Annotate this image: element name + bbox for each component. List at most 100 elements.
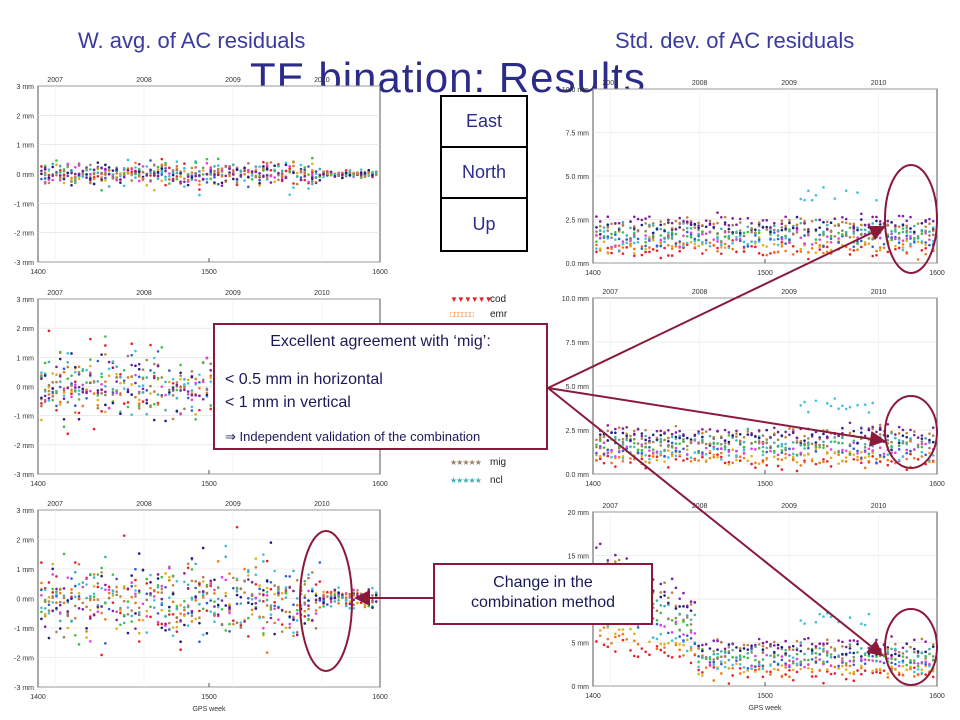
plot-avg-east-point	[130, 172, 134, 176]
plot-std-north-point	[742, 435, 746, 439]
plot-std-east-point	[852, 245, 856, 248]
plot-avg-up-point	[262, 632, 265, 635]
plot-avg-up-point	[239, 595, 243, 599]
plot-avg-up-point	[130, 595, 134, 599]
plot-avg-north-point	[119, 381, 122, 385]
plot-avg-east-point	[168, 166, 171, 170]
plot-avg-up-point	[190, 568, 194, 571]
plot-std-up-point	[701, 647, 704, 651]
plot-std-east-point	[795, 223, 799, 227]
plot-avg-east-point	[119, 181, 122, 184]
plot-std-north-point	[772, 441, 776, 445]
plot-avg-east-point	[145, 184, 149, 187]
plot-std-up-point	[746, 656, 750, 660]
plot-std-up-point	[625, 557, 629, 560]
plot-avg-east-point	[310, 169, 314, 172]
plot-std-north-point	[727, 440, 731, 444]
plot-std-up-point	[632, 632, 636, 636]
plot-std-east-point	[814, 194, 818, 197]
plot-avg-up-point	[307, 607, 310, 611]
plot-avg-up-ytick: -3 mm	[14, 685, 34, 692]
plot-avg-up-point	[47, 609, 51, 612]
plot-std-up-point	[606, 637, 610, 641]
plot-avg-up-point	[122, 599, 126, 603]
plot-std-up-point	[890, 657, 893, 661]
plot-std-east-point	[837, 231, 840, 235]
plot-std-north-point	[701, 428, 704, 431]
plot-avg-up-point	[160, 597, 164, 601]
plot-std-up-point	[871, 669, 874, 673]
plot-std-east-point	[685, 235, 689, 238]
plot-std-east-point	[617, 229, 621, 233]
plot-std-east-point	[909, 245, 912, 248]
plot-avg-up-point	[92, 585, 96, 588]
plot-std-east-point	[701, 232, 704, 236]
plot-std-up-point	[674, 586, 678, 590]
plot-avg-east-point	[201, 177, 205, 181]
plot-avg-up-point	[107, 588, 111, 592]
plot-std-east-point	[920, 221, 924, 225]
plot-std-north-point	[659, 452, 663, 455]
plot-avg-up-point	[145, 592, 149, 596]
plot-std-up-point	[837, 664, 840, 668]
plot-std-east-year-tick: 2007	[602, 80, 618, 87]
plot-std-north-point	[814, 448, 818, 451]
plot-std-east-point	[810, 243, 814, 246]
plot-avg-north-ytick: 1 mm	[17, 355, 35, 362]
plot-std-north-point	[799, 404, 803, 407]
arrow-to-up	[547, 387, 884, 657]
plot-std-up-point	[678, 597, 681, 600]
plot-std-east-point	[727, 236, 731, 240]
plot-avg-up-point	[55, 575, 58, 578]
plot-std-north-point	[610, 461, 613, 465]
plot-std-north-point	[727, 433, 731, 437]
plot-avg-east-point	[363, 175, 367, 179]
plot-std-north-point	[727, 450, 731, 453]
plot-avg-up-point	[186, 612, 190, 615]
plot-avg-north-point	[77, 373, 81, 376]
plot-avg-east-point	[164, 169, 167, 173]
plot-std-north-point	[674, 435, 678, 439]
plot-std-up-point	[844, 662, 848, 665]
plot-std-up-point	[875, 653, 878, 656]
plot-std-east-point	[735, 250, 738, 254]
plot-std-east-point	[886, 233, 890, 237]
plot-std-east-point	[905, 234, 909, 238]
plot-std-up-point	[931, 655, 935, 658]
plot-avg-east-point	[284, 161, 288, 165]
plot-std-east-point	[788, 219, 791, 222]
plot-std-up-point	[878, 671, 882, 675]
plot-std-east-point	[795, 226, 799, 230]
plot-std-up-point	[663, 651, 666, 654]
plot-avg-up-point	[81, 581, 85, 584]
plot-avg-north-point	[92, 427, 96, 431]
plot-std-north-point	[867, 452, 871, 456]
plot-std-north-point	[905, 451, 909, 455]
plot-avg-north-point	[145, 401, 149, 405]
plot-std-up-point	[905, 663, 909, 667]
plot-std-north-point	[905, 457, 909, 461]
plot-avg-north-point	[92, 379, 96, 383]
arrow-to-north	[547, 387, 886, 447]
plot-std-north-point	[720, 455, 723, 459]
plot-std-north-point	[655, 429, 659, 433]
plot-std-up-point	[920, 668, 924, 671]
plot-avg-east-point	[254, 170, 258, 174]
plot-std-east-point	[629, 242, 632, 246]
plot-avg-north-point	[205, 391, 209, 395]
plot-avg-north-point	[168, 380, 171, 384]
plot-std-up-point	[708, 657, 712, 661]
plot-std-up-point	[761, 644, 765, 648]
plot-std-east-point	[750, 221, 753, 225]
plot-std-north-point	[829, 404, 833, 408]
plot-avg-east-point	[348, 171, 352, 174]
plot-std-east-point	[776, 243, 780, 247]
plot-std-east-point	[924, 225, 927, 228]
plot-avg-north-point	[183, 407, 186, 411]
plot-avg-up-point	[228, 611, 231, 615]
plot-std-north-point	[776, 445, 780, 448]
plot-std-east-point	[746, 216, 750, 220]
plot-avg-up-point	[262, 615, 265, 619]
plot-std-north-point	[791, 430, 795, 433]
plot-std-north-point	[735, 454, 738, 457]
